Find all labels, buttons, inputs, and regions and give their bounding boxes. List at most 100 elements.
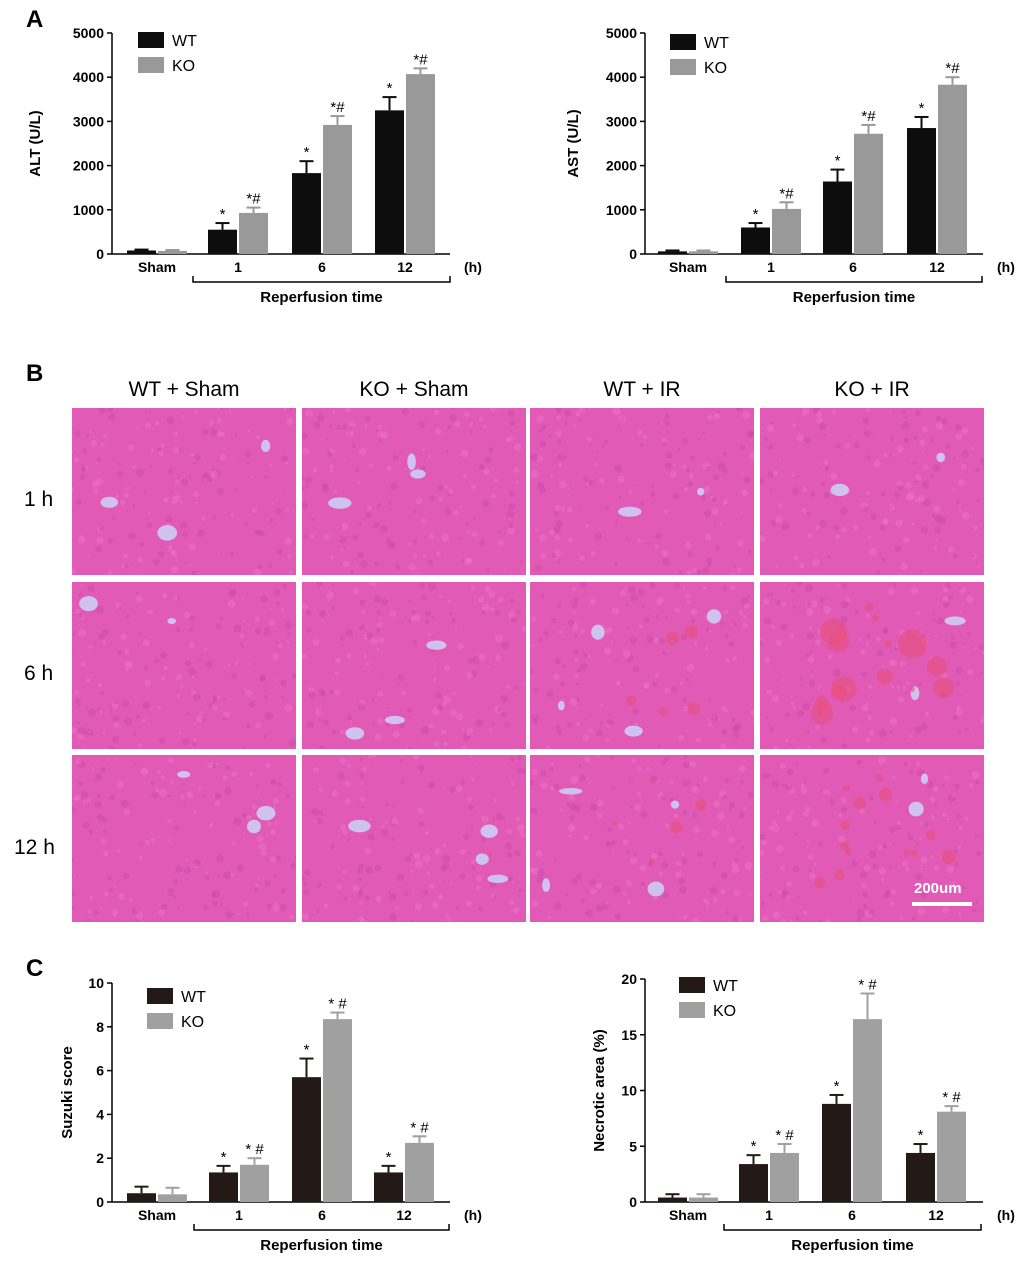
- cell-texture: [896, 685, 900, 690]
- legend-label-wt: WT: [704, 35, 729, 52]
- cell-texture: [831, 410, 837, 415]
- cell-texture: [341, 546, 345, 551]
- scale-bar: [912, 902, 972, 906]
- y-tick-label: 0: [629, 246, 637, 262]
- cell-texture: [636, 791, 642, 796]
- cell-texture: [951, 793, 956, 798]
- cell-texture: [746, 430, 754, 439]
- cell-texture: [75, 698, 81, 705]
- cell-texture: [417, 735, 421, 739]
- vessel: [348, 819, 371, 833]
- cell-texture: [230, 872, 235, 877]
- cell-texture: [575, 410, 581, 417]
- cell-texture: [599, 721, 603, 725]
- cell-texture: [309, 533, 315, 539]
- cell-texture: [418, 421, 426, 428]
- cell-texture: [96, 457, 102, 463]
- cell-texture: [741, 489, 749, 497]
- cell-texture: [721, 872, 728, 880]
- cell-texture: [122, 872, 129, 880]
- cell-texture: [738, 812, 745, 819]
- cell-texture: [82, 821, 90, 830]
- cell-texture: [863, 506, 869, 512]
- cell-texture: [211, 892, 217, 898]
- cell-texture: [955, 500, 960, 505]
- cell-texture: [556, 415, 562, 421]
- cell-texture: [319, 610, 327, 618]
- cell-texture: [654, 543, 660, 549]
- necrotic-area: [842, 785, 851, 793]
- cell-texture: [924, 711, 930, 717]
- cell-texture: [108, 746, 114, 749]
- cell-texture: [878, 867, 887, 875]
- cell-texture: [775, 639, 783, 647]
- cell-texture: [739, 472, 744, 476]
- cell-texture: [183, 801, 187, 805]
- cell-texture: [304, 865, 307, 868]
- cell-texture: [99, 526, 105, 532]
- cell-texture: [972, 908, 977, 913]
- cell-texture: [583, 834, 589, 841]
- cell-texture: [365, 512, 372, 519]
- cell-texture: [78, 614, 85, 621]
- cell-texture: [840, 600, 849, 609]
- cell-texture: [743, 476, 751, 484]
- cell-texture: [761, 901, 766, 906]
- cell-texture: [415, 571, 418, 575]
- cell-texture: [808, 626, 812, 630]
- cell-texture: [550, 762, 555, 767]
- cell-texture: [109, 794, 116, 801]
- cell-texture: [640, 881, 645, 886]
- cell-texture: [519, 831, 526, 838]
- cell-texture: [724, 778, 729, 783]
- cell-texture: [786, 768, 794, 776]
- cell-texture: [98, 408, 106, 414]
- cell-texture: [722, 586, 728, 592]
- x-tick-label: 1: [235, 1207, 243, 1223]
- cell-texture: [231, 841, 235, 845]
- cell-texture: [806, 839, 810, 843]
- cell-texture: [720, 705, 727, 712]
- cell-texture: [140, 767, 149, 776]
- cell-texture: [797, 895, 800, 899]
- cell-texture: [571, 587, 577, 592]
- cell-texture: [840, 797, 847, 804]
- cell-texture: [252, 804, 258, 811]
- cell-texture: [655, 598, 663, 606]
- bar-ko-6: [854, 133, 883, 254]
- cell-texture: [946, 817, 950, 821]
- cell-texture: [368, 463, 373, 468]
- cell-texture: [95, 478, 103, 487]
- cell-texture: [594, 532, 602, 540]
- cell-texture: [79, 584, 83, 587]
- cell-texture: [917, 907, 926, 916]
- cell-texture: [355, 563, 358, 567]
- cell-texture: [606, 722, 611, 728]
- cell-texture: [516, 767, 524, 774]
- cell-texture: [861, 704, 869, 712]
- cell-texture: [966, 693, 969, 697]
- cell-texture: [462, 733, 471, 741]
- cell-texture: [975, 780, 980, 785]
- significance-marker: *: [387, 80, 393, 97]
- cell-texture: [816, 416, 823, 424]
- cell-texture: [508, 490, 515, 497]
- cell-texture: [188, 667, 197, 676]
- cell-texture: [302, 876, 305, 882]
- cell-texture: [180, 794, 186, 800]
- cell-texture: [707, 563, 712, 567]
- cell-texture: [138, 743, 143, 748]
- bar-wt-1: [741, 227, 770, 254]
- cell-texture: [408, 542, 412, 546]
- cell-texture: [888, 503, 896, 511]
- cell-texture: [935, 538, 939, 542]
- cell-texture: [696, 438, 700, 441]
- cell-texture: [692, 567, 698, 573]
- cell-texture: [344, 408, 352, 413]
- cell-texture: [921, 449, 925, 453]
- cell-texture: [605, 738, 610, 743]
- cell-texture: [705, 627, 710, 632]
- cell-texture: [713, 800, 721, 808]
- cell-texture: [742, 615, 747, 619]
- row-header-6h: 6 h: [24, 662, 54, 685]
